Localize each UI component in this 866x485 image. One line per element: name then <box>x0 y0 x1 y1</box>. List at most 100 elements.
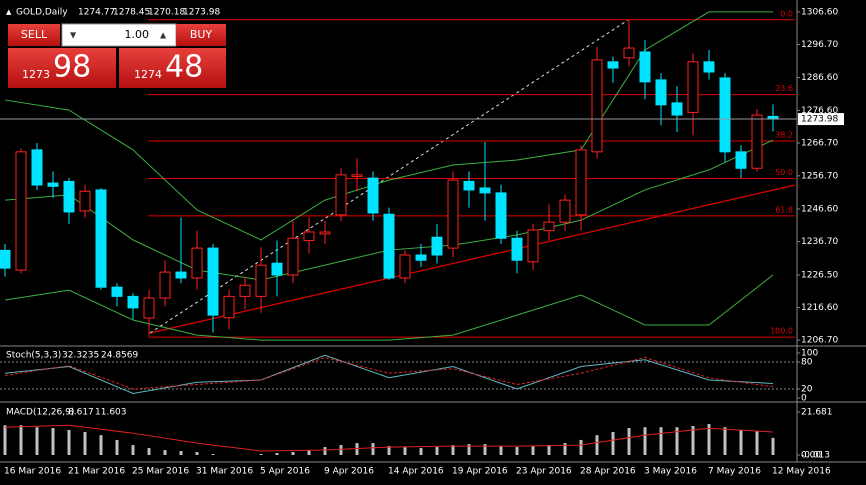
down-arrow[interactable]: ▼ <box>70 31 77 40</box>
y-tick-label: 0 <box>801 393 807 403</box>
candle-body <box>95 189 107 288</box>
candle-body <box>415 254 427 261</box>
histogram-bar <box>547 445 551 455</box>
histogram-bar <box>211 454 215 455</box>
histogram-bar <box>163 450 167 455</box>
candle-body <box>287 237 299 276</box>
histogram-bar <box>467 444 471 455</box>
indicator-line <box>4 274 774 341</box>
histogram-bar <box>627 428 631 455</box>
x-tick-label: 5 Apr 2016 <box>260 467 310 477</box>
trade-panel: SELL ▼ ▲ 1.00 BUY 1273 98 1274 48 <box>8 23 226 88</box>
indicator-line <box>4 424 774 452</box>
histogram-bar <box>451 445 455 455</box>
candle-body <box>623 47 635 59</box>
up-arrow[interactable]: ▲ <box>160 31 167 40</box>
histogram-bar <box>723 427 727 455</box>
x-tick-label: 16 Mar 2016 <box>4 467 61 477</box>
histogram-bar <box>3 425 7 455</box>
candle-body <box>559 199 571 223</box>
trend-line <box>149 19 629 334</box>
histogram-bar <box>147 448 151 455</box>
histogram-bar <box>179 451 183 455</box>
fibo-label: 61.8 <box>775 205 793 214</box>
lots-input[interactable] <box>61 23 177 47</box>
marks: 1306.60 1296.70 1286.60 1276.60 1266.70 1256.… <box>0 7 844 477</box>
histogram-bar <box>675 427 679 455</box>
histogram-bar <box>83 431 87 455</box>
histogram-bar <box>691 426 695 455</box>
y-tick-label: 1306.60 <box>801 7 838 17</box>
y-tick-label: 80 <box>801 357 813 367</box>
bid-box[interactable] <box>8 48 116 88</box>
candle-body <box>159 271 171 299</box>
candle-body <box>479 187 491 194</box>
candle-body <box>591 59 603 153</box>
histogram-bar <box>595 435 599 455</box>
histogram-bar <box>419 448 423 455</box>
histogram-bar <box>51 428 55 455</box>
sell-button[interactable] <box>8 24 60 46</box>
x-tick-label: 7 May 2016 <box>708 467 761 477</box>
indicator-value: 24.8569 <box>101 351 138 361</box>
candle-body <box>687 61 699 113</box>
low: 1270.18 <box>148 8 185 18</box>
candle-body <box>671 102 683 116</box>
histogram-bar <box>771 437 775 455</box>
y-tick-label: 20 <box>801 384 813 394</box>
candle-body <box>735 151 747 169</box>
x-tick-label: 28 Apr 2016 <box>580 467 636 477</box>
fibo-label: 100.0 <box>770 327 793 336</box>
indicator-value: 32.3235 <box>62 351 99 361</box>
candle-body <box>191 247 203 279</box>
histogram-bar <box>195 452 199 455</box>
y-tick-label: 1246.60 <box>801 205 838 215</box>
candle-body <box>575 149 587 216</box>
indicator-title: MACD(12,26,9) <box>6 408 74 418</box>
candle-body <box>31 149 43 186</box>
candle-body <box>607 61 619 69</box>
fibo-label: 23.6 <box>775 84 793 93</box>
buy-button[interactable] <box>176 24 226 46</box>
histogram-bar <box>739 430 743 455</box>
y-tick-label: 1266.70 <box>801 138 838 148</box>
histogram-bar <box>499 446 503 455</box>
candle-body <box>751 114 763 169</box>
histogram-bar <box>515 447 519 455</box>
histogram-bar <box>275 453 279 455</box>
candle-body <box>447 179 459 249</box>
candle-body <box>511 237 523 261</box>
y-tick-label: 1216.60 <box>801 303 838 313</box>
histogram-bar <box>371 443 375 455</box>
histogram-bar <box>99 435 103 455</box>
arrow-icon: ▲ <box>6 8 12 16</box>
candle-body <box>495 192 507 239</box>
open: 1274.77 <box>78 8 115 18</box>
candle-body <box>223 295 235 319</box>
fibo-label: 50.0 <box>775 168 793 177</box>
histogram-bar <box>531 446 535 455</box>
indicator-line <box>4 356 774 390</box>
y-tick-label: 100 <box>801 348 818 358</box>
histogram-bar <box>387 446 391 455</box>
candle-body <box>79 190 91 212</box>
candle-body <box>719 77 731 153</box>
y-tick-label: 1256.70 <box>801 171 838 181</box>
candle-body <box>303 231 315 242</box>
histogram-bar <box>707 424 711 455</box>
histogram-bar <box>307 450 311 455</box>
histogram-bar <box>403 447 407 455</box>
candle-body <box>351 174 363 177</box>
ask-box[interactable] <box>119 48 226 88</box>
indicator-line <box>4 354 774 395</box>
y-tick-label: 1206.70 <box>801 336 838 346</box>
candle-body <box>399 254 411 279</box>
symbol: GOLD,Daily <box>16 8 68 18</box>
candle-body <box>335 174 347 216</box>
candle-body <box>127 295 139 309</box>
y-tick-label: 21.681 <box>801 408 833 418</box>
y-tick-label: 1236.70 <box>801 237 838 247</box>
fibo-label: 38.2 <box>775 131 793 140</box>
candle-body <box>15 151 27 271</box>
